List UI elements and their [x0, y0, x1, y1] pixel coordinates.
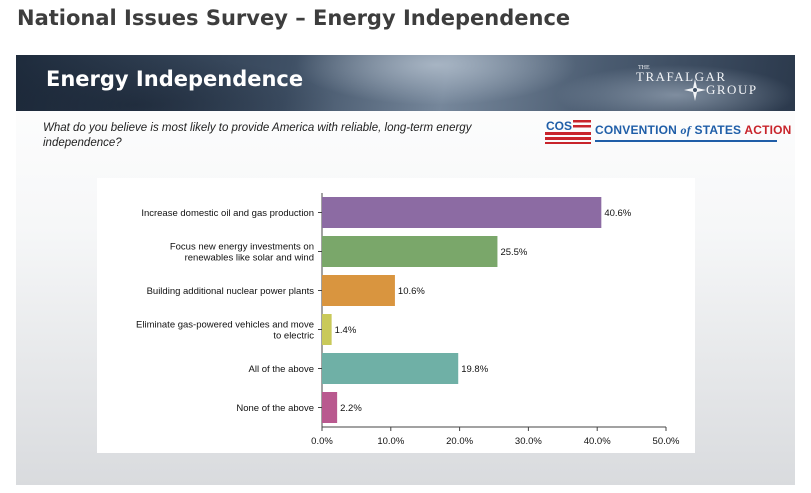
brand-small-text: THE — [638, 65, 650, 71]
trafalgar-group-logo: THE TRAFALGAR GROUP — [636, 65, 766, 105]
chart-panel: 40.6% Increase domestic oil and gas produ… — [97, 178, 695, 453]
category-label-4-line-2: to electric — [273, 331, 314, 342]
slide-title: Energy Independence — [46, 67, 304, 91]
x-tick-label-1: 0.0% — [311, 436, 333, 447]
bar-5 — [322, 353, 459, 384]
category-label-1-line-1: Increase domestic oil and gas production — [141, 208, 314, 219]
bar-4 — [322, 314, 332, 345]
cos-text-of: of — [680, 123, 691, 137]
survey-question: What do you believe is most likely to pr… — [43, 122, 472, 149]
category-label-2-line-2: renewables like solar and wind — [185, 253, 314, 264]
x-tick-label-3: 20.0% — [446, 436, 473, 447]
value-label-3: 10.6% — [398, 286, 425, 297]
bar-chart: 40.6% Increase domestic oil and gas produ… — [136, 193, 680, 447]
cos-text-action: ACTION — [744, 123, 792, 137]
cos-text-states: STATES — [690, 123, 745, 137]
cos-text-main: CONVENTION — [595, 123, 681, 137]
x-tick-label-4: 30.0% — [515, 436, 542, 447]
brand-line-2: GROUP — [706, 82, 758, 97]
compass-icon — [684, 79, 706, 101]
category-label-3-line-1: Building additional nuclear power plants — [147, 286, 315, 297]
category-label-5-line-1: All of the above — [249, 364, 315, 375]
cos-flag-icon: COS — [545, 119, 591, 144]
bar-1 — [322, 197, 602, 228]
category-label-2-line-1: Focus new energy investments on — [170, 242, 314, 253]
brand-line-1: TRAFALGAR — [636, 69, 727, 84]
page-title: National Issues Survey – Energy Independ… — [17, 6, 571, 30]
x-tick-label-5: 40.0% — [584, 436, 611, 447]
survey-slide: Energy Independence THE TRAFALGAR GROUP … — [16, 55, 795, 485]
bar-2 — [322, 236, 498, 267]
bar-6 — [322, 392, 338, 423]
x-tick-label-6: 50.0% — [653, 436, 680, 447]
value-label-2: 25.5% — [500, 247, 527, 258]
category-label-4-line-1: Eliminate gas-powered vehicles and move — [136, 320, 314, 331]
cos-wordmark: CONVENTION of STATES ACTION — [595, 123, 792, 138]
x-tick-label-2: 10.0% — [377, 436, 404, 447]
slide-banner: Energy Independence THE TRAFALGAR GROUP — [16, 55, 795, 111]
cos-underline — [595, 140, 777, 142]
value-label-6: 2.2% — [340, 403, 362, 414]
category-label-6-line-1: None of the above — [236, 403, 314, 414]
value-label-4: 1.4% — [335, 325, 357, 336]
value-label-5: 19.8% — [461, 364, 488, 375]
bar-3 — [322, 275, 395, 306]
value-label-1: 40.6% — [604, 208, 631, 219]
cos-mark-text: COS — [546, 119, 572, 133]
convention-of-states-logo: COS CONVENTION of STATES ACTION — [545, 118, 791, 144]
